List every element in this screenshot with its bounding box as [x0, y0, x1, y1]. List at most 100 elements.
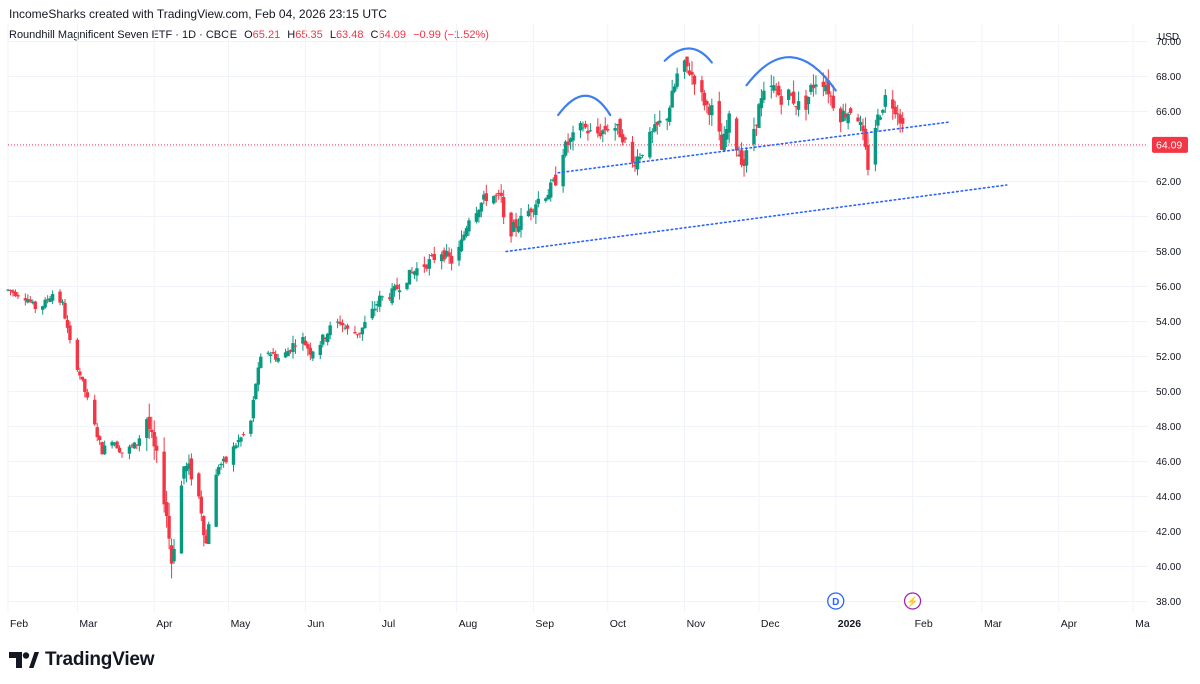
price-axis[interactable]: USD 38.00 40.00 42.00 44.00 46.00 48.00 50.00 5…	[1156, 32, 1181, 608]
candle-down	[791, 91, 796, 104]
candle-up	[653, 124, 657, 132]
candle-up	[724, 129, 729, 140]
price-tick-label: 68.00	[1156, 72, 1181, 83]
candle-up	[343, 327, 347, 329]
candle-up	[682, 60, 687, 72]
candle-up	[380, 296, 384, 298]
candle-down	[65, 319, 70, 328]
candle-down	[692, 75, 697, 85]
candle-down	[432, 253, 436, 261]
candle-down	[529, 208, 533, 213]
candle-up	[286, 350, 290, 357]
candle-down	[16, 295, 20, 297]
candle-down	[152, 431, 156, 447]
candle-up	[650, 131, 655, 133]
time-tick-label: Feb	[10, 618, 28, 630]
candle-down	[63, 302, 67, 319]
candle-up	[665, 118, 669, 121]
price-tick-label: 60.00	[1156, 212, 1181, 223]
candle-up	[549, 182, 553, 198]
candle-up	[841, 110, 845, 122]
price-tick-label: 52.00	[1156, 352, 1181, 363]
candle-down	[395, 284, 399, 290]
candle-down	[147, 416, 151, 430]
candle-up	[318, 344, 322, 356]
price-tick-label: 46.00	[1156, 457, 1181, 468]
candle-up	[283, 352, 288, 358]
candle-up	[658, 120, 662, 123]
candle-up	[675, 73, 679, 87]
candle-up	[601, 130, 605, 135]
candle-up	[457, 246, 461, 261]
candle-down	[861, 125, 865, 132]
dividend-marker[interactable]: D	[827, 592, 845, 610]
close-value: 64.09	[378, 29, 407, 41]
candle-down	[100, 442, 104, 455]
trendline-lower[interactable]	[505, 184, 1008, 253]
trendline-upper[interactable]	[557, 121, 951, 174]
candlesticks	[6, 56, 905, 579]
candle-up	[479, 202, 484, 212]
time-tick-label: Nov	[687, 618, 706, 630]
candle-down	[11, 290, 15, 293]
candle-up	[375, 304, 379, 306]
candle-up	[670, 90, 674, 108]
candle-down	[45, 299, 50, 301]
candle-up	[757, 104, 761, 128]
candle-up	[467, 220, 471, 232]
candle-up	[544, 198, 548, 201]
price-tick-label: 62.00	[1156, 177, 1181, 188]
candle-up	[31, 301, 35, 304]
earnings-marker[interactable]: ⚡	[903, 592, 922, 610]
candle-down	[898, 114, 902, 124]
candle-down	[623, 137, 627, 140]
candle-up	[492, 196, 496, 204]
candle-up	[588, 130, 593, 132]
candle-up	[60, 301, 65, 303]
candle-down	[288, 350, 293, 352]
candle-down	[891, 99, 895, 109]
drawings[interactable]	[505, 47, 1008, 253]
candle-up	[40, 306, 45, 310]
candle-down	[685, 56, 689, 67]
candle-down	[117, 447, 122, 453]
candle-down	[848, 108, 853, 113]
candle-up	[301, 337, 305, 344]
time-tick-label: Ma	[1135, 618, 1150, 630]
time-axis[interactable]: Feb Mar Apr May Jun Jul Aug Sep Oct Nov Dec 2026 Feb…	[10, 618, 1150, 630]
candle-up	[667, 107, 672, 122]
candle-down	[340, 323, 345, 326]
candle-down	[447, 252, 451, 257]
chart-grid	[7, 24, 1148, 612]
candle-down	[496, 193, 501, 195]
candle-down	[167, 515, 171, 539]
candle-down	[442, 250, 446, 260]
time-tick-label: Feb	[915, 618, 933, 630]
earnings-marker-circle	[903, 592, 922, 610]
event-markers[interactable]: D ⚡	[827, 592, 922, 610]
candle-up	[444, 250, 449, 257]
candle-up	[613, 128, 617, 131]
pattern-arc-head[interactable]	[663, 47, 713, 64]
candle-up	[462, 234, 466, 240]
candle-up	[737, 154, 741, 157]
candle-up	[439, 254, 444, 262]
candle-up	[50, 294, 55, 301]
candle-up	[759, 98, 764, 109]
dividend-marker-circle	[827, 592, 845, 610]
candle-down	[75, 339, 80, 370]
candle-up	[752, 128, 756, 145]
candle-down	[774, 89, 778, 91]
pattern-arc-right-shoulder[interactable]	[745, 56, 837, 92]
candle-up	[256, 367, 261, 385]
candle-down	[58, 291, 62, 303]
candle-down	[410, 272, 414, 274]
tradingview-logo[interactable]: TradingView	[9, 649, 155, 671]
symbol-name[interactable]: Roundhill Magnificent Seven ETF · 1D · C…	[9, 29, 238, 41]
candle-up	[710, 105, 714, 116]
pattern-arc-left-shoulder[interactable]	[557, 94, 612, 117]
candle-up	[762, 90, 766, 100]
candle-up	[846, 113, 850, 124]
candle-up	[546, 194, 550, 200]
